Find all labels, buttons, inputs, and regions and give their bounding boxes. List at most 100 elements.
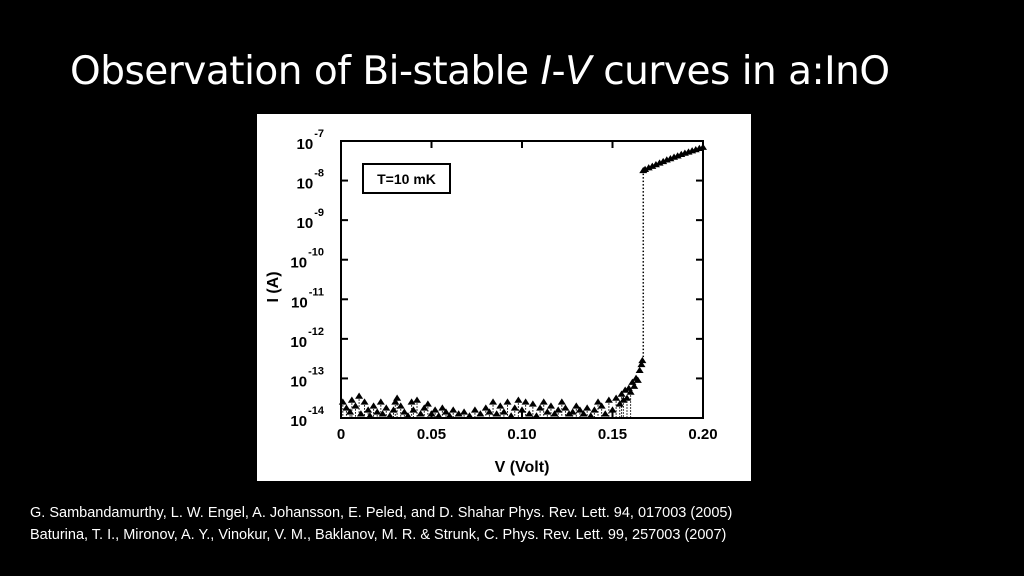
data-point [373,408,382,415]
references: G. Sambandamurthy, L. W. Engel, A. Johan… [30,502,732,546]
x-tick-label-3: 0.15 [598,426,627,443]
data-point [536,404,545,411]
data-point [369,402,378,409]
x-tick-labels: 0 0.05 0.10 0.15 0.20 [337,426,718,443]
x-tick-label-4: 0.20 [688,426,717,443]
data-point [612,394,621,401]
y-tick-label-5: 10-12 [290,326,324,351]
data-point [568,408,577,415]
data-point [416,410,425,417]
data-point [510,404,519,411]
data-point [532,412,541,419]
data-point [400,408,409,415]
data-point [572,402,581,409]
data-point [594,398,603,405]
data-point [409,406,418,413]
data-point [644,164,653,171]
data-point [431,406,440,413]
data-point [382,404,391,411]
data-point [481,404,490,411]
data-point [586,412,595,419]
data-point [434,412,443,419]
data-point [637,360,646,368]
data-point [403,412,412,419]
data-point [550,410,559,417]
data-point [460,408,469,415]
data-point [441,408,450,415]
data-point [604,396,613,403]
data-point [355,392,364,399]
data-point [561,404,570,411]
y-tick-label-0: 10-7 [297,128,324,153]
data-point [420,404,429,411]
data-point [365,412,374,419]
data-point [378,410,387,417]
data-point [342,404,351,411]
data-point [619,396,628,403]
data-point [347,396,356,403]
data-point [391,398,400,405]
data-point [621,386,630,393]
data-point [630,382,639,389]
data-point [539,398,548,405]
data-point [615,400,624,407]
y-axis-label: I (A) [265,271,282,302]
data-point [393,394,402,401]
data-point [608,406,617,413]
data-point [492,410,501,417]
data-point [554,406,563,413]
data-point [518,406,526,413]
temperature-annotation: T=10 mK [377,171,436,187]
data-point [485,408,494,415]
data-point [356,410,365,417]
y-tick-label-6: 10-13 [290,365,324,390]
reference-1: G. Sambandamurthy, L. W. Engel, A. Johan… [30,505,733,521]
data-point [655,159,664,166]
data-point [543,408,552,415]
data-point [423,400,432,407]
y-tick-label-2: 10-9 [297,207,324,232]
data-point [635,366,644,374]
data-point [528,400,537,407]
data-point [438,404,447,411]
axis-ticks [340,140,704,419]
x-tick-label-1: 0.05 [417,426,446,443]
data-point [525,410,534,417]
y-tick-label-7: 10-14 [290,405,324,430]
slide-title: Observation of Bi-stable I-V curves in a… [70,49,890,94]
data-point [476,410,485,417]
data-point [666,155,675,162]
data-point [470,406,479,413]
data-point [626,388,635,395]
data-point [557,398,566,405]
y-tick-label-1: 10-8 [297,168,324,193]
data-point [575,406,584,413]
data-point [499,408,508,415]
data-point [651,160,660,168]
data-point [389,406,398,413]
data-point [641,165,650,172]
data-point [546,402,555,409]
x-axis-label: V (Volt) [495,459,550,476]
data-point [590,406,599,413]
data-point [376,398,385,405]
data-point [449,406,458,413]
data-point [583,404,592,411]
data-point [351,402,360,409]
annotation-box [362,163,451,194]
x-tick-label-2: 0.10 [507,426,536,443]
data-point [514,396,523,403]
y-tick-label-3: 10-10 [290,247,324,272]
data-point [521,398,530,405]
data-point [601,410,610,417]
data-point [489,398,498,405]
data-point [638,356,647,364]
data-point [364,406,373,413]
data-point [579,410,588,417]
data-point [597,402,606,409]
x-tick-label-0: 0 [337,426,345,443]
data-point [507,412,516,419]
data-point [396,402,405,409]
